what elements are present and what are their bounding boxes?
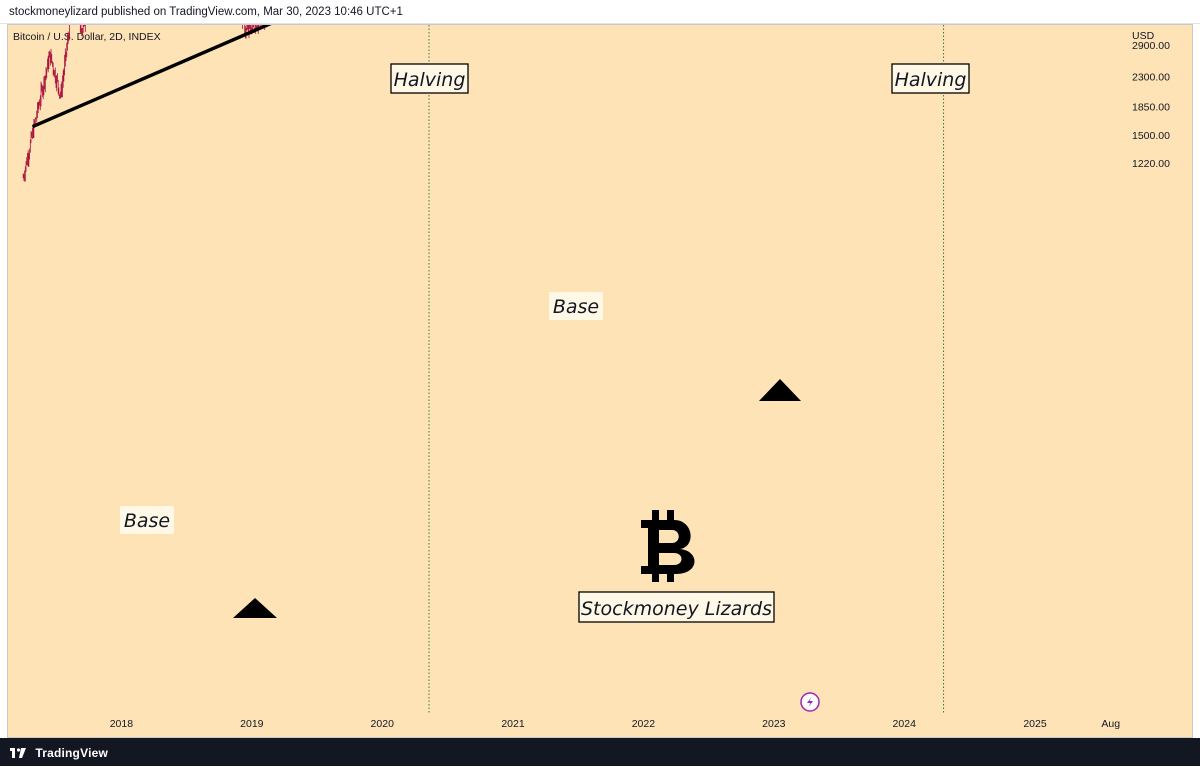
y-tick-label: 1220.00 <box>1132 158 1170 170</box>
y-tick-label: 1500.00 <box>1132 130 1170 142</box>
svg-text:Base: Base <box>124 510 170 532</box>
x-tick-label: 2020 <box>371 718 395 730</box>
svg-text:Stockmoney Lizards: Stockmoney Lizards <box>581 598 772 620</box>
x-tick-label: 2022 <box>632 718 656 730</box>
x-tick-label: 2019 <box>240 718 264 730</box>
trendlines <box>32 0 330 128</box>
indicator-icon[interactable] <box>800 692 820 712</box>
tradingview-logo-icon <box>10 747 26 758</box>
chart-background <box>8 25 1192 737</box>
halving-lines <box>428 25 945 713</box>
x-tick-label: Aug <box>1101 718 1120 730</box>
bitcoin-icon <box>641 510 695 582</box>
symbol-label: Bitcoin / U.S. Dollar, 2D, INDEX <box>13 31 161 43</box>
x-tick-label: 2025 <box>1023 718 1047 730</box>
support-trendline-1 <box>32 0 330 128</box>
tradingview-footer: TradingView <box>0 738 1200 766</box>
svg-text:Base: Base <box>553 296 599 318</box>
brand-label: Stockmoney Lizards <box>578 591 775 623</box>
x-tick-label: 2018 <box>110 718 134 730</box>
bottom-marker-2 <box>759 379 801 401</box>
time-axis[interactable]: 2018 2019 2020 2021 2022 2023 2024 2025 Aug <box>110 718 1121 730</box>
base-label-2: Base <box>549 292 603 320</box>
footer-brand: TradingView <box>35 745 109 760</box>
chart-frame: Bitcoin / U.S. Dollar, 2D, INDEX USD Hal… <box>7 0 1193 738</box>
x-tick-label: 2021 <box>501 718 525 730</box>
currency-label: USD <box>1132 30 1155 42</box>
y-tick-label: 2900.00 <box>1132 40 1170 52</box>
x-tick-label: 2023 <box>762 718 786 730</box>
bottom-marker-1 <box>233 598 277 618</box>
publish-info-bar: stockmoneylizard published on TradingVie… <box>0 0 1200 24</box>
svg-text:Halving: Halving <box>895 69 967 91</box>
base-label-1: Base <box>120 506 174 534</box>
publish-info: stockmoneylizard published on TradingVie… <box>9 6 403 18</box>
halving-label-2: Halving <box>891 63 970 94</box>
svg-text:Halving: Halving <box>394 69 466 91</box>
x-tick-label: 2024 <box>893 718 917 730</box>
price-chart[interactable]: Bitcoin / U.S. Dollar, 2D, INDEX USD Hal… <box>8 0 1192 737</box>
y-tick-label: 2300.00 <box>1132 72 1170 84</box>
y-tick-label: 1850.00 <box>1132 101 1170 113</box>
halving-label-1: Halving <box>390 63 469 94</box>
